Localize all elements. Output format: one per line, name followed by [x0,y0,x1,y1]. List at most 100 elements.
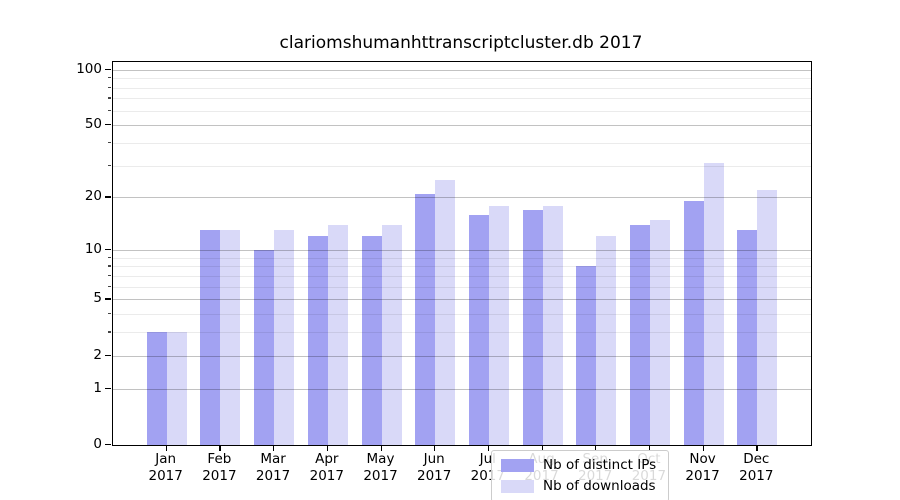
y-minor-tick-3 [108,331,111,333]
x-tick-label-feb: Feb 2017 [202,451,236,485]
legend: Nb of distinct IPs Nb of downloads [491,450,670,500]
bar-ips-jun [415,193,436,445]
bar-ips-jan [146,332,167,445]
y-tick-50 [105,124,111,126]
x-tick-label-dec: Dec 2017 [739,451,773,485]
bar-downloads-mar [274,230,295,445]
gridline-minor-3 [113,332,811,334]
x-tick-may [380,445,382,451]
x-tick-label-month: Dec [743,451,770,467]
gridline-major-20 [113,197,811,199]
y-tick-label-2: 2 [93,346,102,363]
x-tick-label-year: 2017 [255,468,291,484]
x-tick-label-month: Apr [315,451,339,467]
x-tick-nov [702,445,704,451]
x-tick-mar [273,445,275,451]
y-minor-tick-60 [108,109,111,111]
y-tick-20 [105,196,111,198]
gridline-major-2 [113,355,811,357]
bar-downloads-dec [757,190,778,445]
gridline-major-5 [113,299,811,301]
bar-downloads-oct [649,219,670,445]
legend-swatch-downloads-icon [501,480,534,493]
bar-downloads-feb [220,230,241,445]
y-tick-0 [105,444,111,446]
y-tick-2 [105,354,111,356]
y-tick-1 [105,387,111,389]
bar-downloads-jul [488,205,509,445]
x-tick-label-may: May 2017 [363,451,397,485]
y-tick-label-1: 1 [93,379,102,396]
legend-row-downloads: Nb of downloads [501,479,656,494]
y-tick-10 [105,249,111,251]
x-tick-label-month: Jun [423,451,445,467]
x-tick-jul [487,445,490,451]
x-tick-label-year: 2017 [363,468,398,484]
gridline-minor-80 [113,87,811,89]
plot-area: Nb of distinct IPs Nb of downloads [112,61,812,500]
bar-downloads-nov [703,163,724,445]
bar-ips-mar [254,250,275,445]
x-tick-oct [648,445,651,451]
gridline-minor-8 [113,266,811,268]
x-tick-apr [326,445,329,451]
bar-ips-aug [522,209,543,445]
y-tick-100 [105,68,111,70]
gridline-minor-4 [113,314,811,316]
y-minor-tick-70 [108,97,111,99]
y-minor-tick-4 [108,313,111,315]
x-tick-label-month: Mar [260,451,286,467]
gridline-minor-90 [113,78,811,80]
legend-label-ips: Nb of distinct IPs [543,457,657,473]
y-tick-label-20: 20 [84,188,102,205]
bar-ips-oct [629,224,650,445]
x-tick-label-year: 2017 [148,468,183,484]
gridline-minor-6 [113,286,811,288]
x-tick-label-year: 2017 [417,468,452,484]
x-tick-label-month: May [366,451,395,467]
x-tick-jan [165,445,167,451]
bar-downloads-may [381,224,402,445]
y-minor-tick-90 [108,77,111,79]
x-tick-label-apr: Apr 2017 [310,451,344,485]
gridline-major-50 [113,125,811,127]
legend-swatch-ips-icon [501,459,534,472]
bar-ips-nov [683,201,704,445]
y-minor-tick-40 [108,142,111,144]
bar-ips-jul [468,214,489,445]
x-tick-label-month: Feb [207,451,232,467]
y-minor-tick-7 [108,274,111,277]
gridline-minor-40 [113,143,811,144]
x-tick-feb [219,445,221,451]
y-minor-tick-80 [108,86,111,88]
bar-ips-apr [307,236,328,445]
x-tick-label-year: 2017 [685,468,720,484]
x-tick-dec [756,445,758,451]
x-tick-label-year: 2017 [309,468,344,484]
gridline-major-1 [113,388,811,390]
x-tick-jun [434,445,436,451]
y-tick-label-10: 10 [84,241,102,257]
bar-downloads-jan [166,332,187,445]
bar-downloads-sep [596,236,617,445]
y-tick-label-0: 0 [93,436,102,452]
gridline-minor-70 [113,98,811,100]
x-tick-label-mar: Mar 2017 [256,451,290,485]
gridline-minor-7 [113,275,811,277]
x-tick-label-year: 2017 [202,468,237,484]
gridline-minor-60 [113,110,811,112]
bar-downloads-aug [542,205,563,445]
x-tick-label-jun: Jun 2017 [417,451,451,485]
y-tick-5 [105,298,111,300]
bar-ips-feb [200,230,221,445]
gridline-major-10 [113,250,811,251]
gridline-minor-30 [113,165,811,167]
y-minor-tick-8 [108,265,111,267]
x-tick-sep [595,445,597,451]
y-minor-tick-9 [108,256,111,258]
y-tick-label-5: 5 [93,290,102,307]
bar-ips-may [361,236,382,445]
x-tick-label-nov: Nov 2017 [685,451,719,485]
gridline-minor-9 [113,257,811,259]
bar-ips-dec [737,230,758,445]
